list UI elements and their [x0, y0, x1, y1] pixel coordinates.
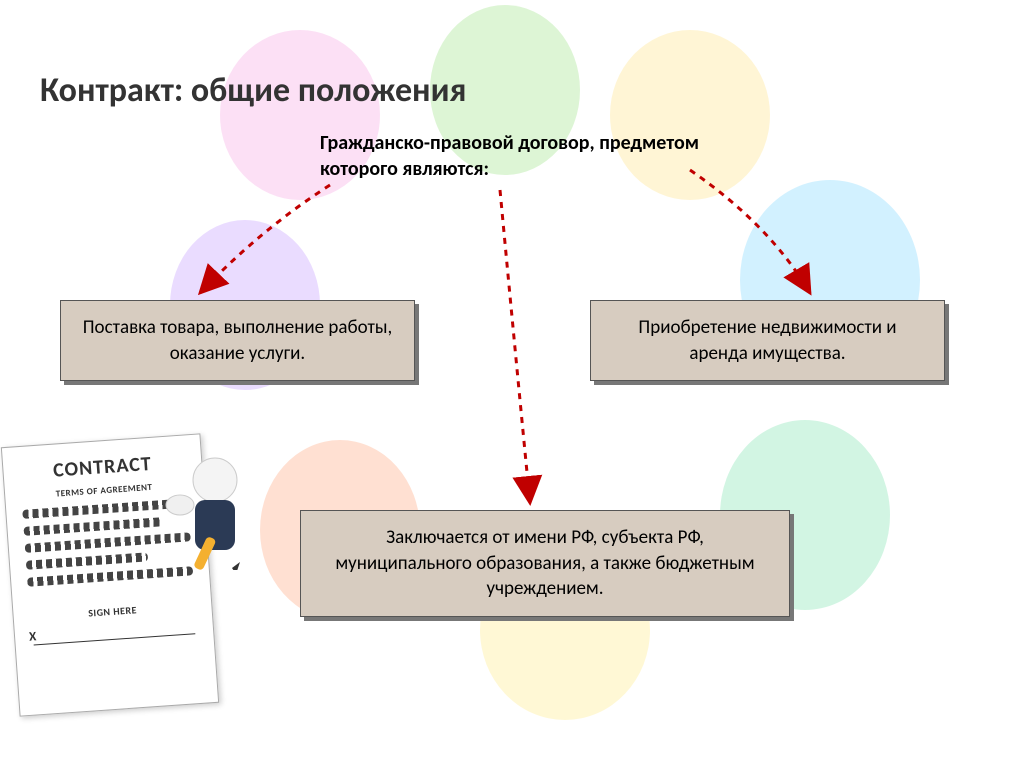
contract-line	[22, 498, 188, 519]
page-title: Контракт: общие положения	[40, 70, 466, 111]
box-concluded: Заключается от имени РФ, субъекта РФ, му…	[300, 510, 790, 617]
subtitle: Гражданско-правовой договор, предметом к…	[320, 130, 720, 182]
contract-document: CONTRACT TERMS OF AGREEMENT SIGN HERE	[10, 440, 250, 730]
box-realestate: Приобретение недвижимости и аренда имуще…	[590, 300, 945, 381]
box-supply: Поставка товара, выполнение работы, оказ…	[60, 300, 415, 381]
contract-signline	[33, 622, 195, 645]
contract-signhere: SIGN HERE	[25, 599, 199, 624]
contract-line	[25, 532, 191, 553]
contract-line	[27, 566, 193, 587]
contract-line	[23, 517, 162, 536]
contract-heading: CONTRACT	[15, 449, 190, 485]
contract-line	[26, 552, 148, 569]
contract-paper: CONTRACT TERMS OF AGREEMENT SIGN HERE	[1, 433, 219, 716]
